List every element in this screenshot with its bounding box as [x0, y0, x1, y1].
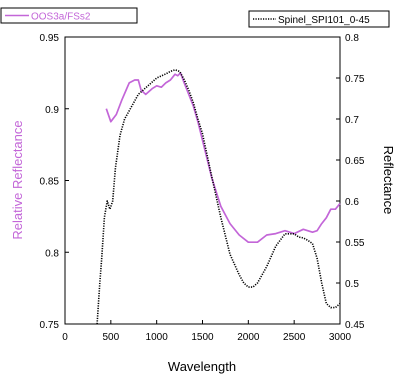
left-y-tick-label: 0.9 — [45, 105, 59, 116]
right-y-tick-label: 0.8 — [345, 33, 359, 44]
series-line-1 — [105, 72, 341, 244]
right-y-tick-label: 0.55 — [345, 238, 365, 249]
x-tick-label: 2000 — [237, 332, 260, 343]
series-layer — [96, 69, 341, 325]
x-tick-label: 3000 — [329, 332, 352, 343]
legend-left: OOS3a/FSs2 — [0, 7, 138, 24]
left-y-tick-label: 0.8 — [45, 248, 59, 259]
x-tick-label: 2500 — [283, 332, 306, 343]
legend-right-box — [248, 10, 390, 28]
right-y-tick-label: 0.45 — [345, 320, 365, 331]
x-tick-label: 1500 — [191, 332, 214, 343]
left-y-tick-label: 0.95 — [40, 33, 60, 44]
plot-area — [64, 36, 341, 325]
x-tick-label: 0 — [62, 332, 68, 343]
left-y-axis-title: Relative Reflectance — [10, 120, 25, 239]
right-y-tick-label: 0.7 — [345, 115, 359, 126]
left-y-tick-label: 0.75 — [40, 320, 60, 331]
x-tick-label: 500 — [102, 332, 119, 343]
right-y-tick-label: 0.75 — [345, 74, 365, 85]
right-y-axis-title: Reflectance — [381, 146, 394, 215]
legend-right: Spinel_SPI101_0-45 — [248, 10, 390, 28]
left-y-tick-label: 0.85 — [40, 177, 60, 188]
x-axis-title: Wavelength — [168, 359, 236, 374]
right-y-tick-label: 0.65 — [345, 156, 365, 167]
x-axis-ticks: 0 500 1000 1500 2000 2500 3000 — [62, 320, 352, 343]
left-y-axis-ticks: 0.75 0.8 0.85 0.9 0.95 — [40, 33, 69, 331]
right-y-axis-ticks: 0.45 0.5 0.55 0.6 0.65 0.7 0.75 0.8 — [336, 33, 365, 331]
legend-left-box — [0, 7, 138, 24]
right-y-tick-label: 0.6 — [345, 197, 359, 208]
legend-left-label: OOS3a/FSs2 — [31, 12, 91, 23]
right-y-tick-label: 0.5 — [345, 279, 359, 290]
series-line-2 — [96, 69, 341, 325]
legend-right-label: Spinel_SPI101_0-45 — [278, 15, 370, 26]
x-tick-label: 1000 — [146, 332, 169, 343]
